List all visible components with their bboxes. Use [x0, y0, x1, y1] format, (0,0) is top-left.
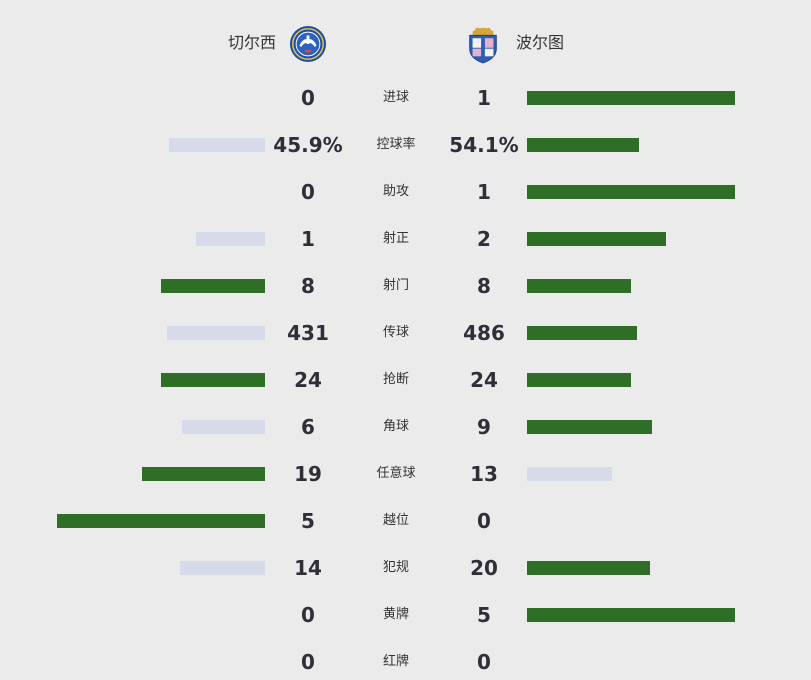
home-stat-bar [182, 420, 265, 434]
away-stat-value: 8 [477, 274, 491, 298]
home-stat-bar [169, 138, 265, 152]
home-stat-value: 0 [301, 603, 315, 627]
away-stat-bar [527, 420, 652, 434]
away-stat-bar [527, 561, 650, 575]
stat-label: 越位 [382, 513, 409, 528]
home-stat-bar [161, 373, 265, 387]
home-stat-value: 0 [301, 86, 315, 110]
home-stat-value: 0 [301, 650, 315, 674]
away-stat-value: 1 [477, 180, 491, 204]
away-stat-value: 20 [470, 556, 498, 580]
home-stat-bar [161, 279, 265, 293]
away-stat-bar [527, 608, 735, 622]
away-stat-value: 24 [470, 368, 498, 392]
stat-label: 进球 [382, 90, 409, 105]
away-stat-value: 0 [477, 509, 491, 533]
stat-row: 0 进球 1 [0, 83, 811, 113]
away-stat-value: 9 [477, 415, 491, 439]
home-stat-value: 431 [287, 321, 329, 345]
away-stat-value: 2 [477, 227, 491, 251]
home-stat-value: 8 [301, 274, 315, 298]
away-stat-value: 1 [477, 86, 491, 110]
away-stat-bar [527, 185, 735, 199]
home-stat-bar [142, 467, 265, 481]
home-stat-value: 5 [301, 509, 315, 533]
stat-label: 犯规 [382, 560, 409, 575]
home-stat-value: 45.9% [273, 133, 343, 157]
stat-label: 助攻 [382, 184, 409, 199]
stat-label: 黄牌 [382, 607, 409, 622]
chelsea-crest-icon[interactable] [289, 25, 327, 63]
stat-row: 19 任意球 13 [0, 459, 811, 489]
away-stat-bar [527, 138, 639, 152]
stat-row: 1 射正 2 [0, 224, 811, 254]
away-team-name[interactable]: 波尔图 [516, 33, 565, 52]
away-stat-value: 486 [463, 321, 505, 345]
away-stat-bar [527, 91, 735, 105]
stat-row: 6 角球 9 [0, 412, 811, 442]
stat-label: 角球 [382, 419, 409, 434]
away-stat-value: 0 [477, 650, 491, 674]
stat-row: 45.9% 控球率 54.1% [0, 130, 811, 160]
away-stat-value: 5 [477, 603, 491, 627]
stat-label: 射正 [382, 231, 409, 246]
away-stat-bar [527, 467, 612, 481]
stat-row: 0 黄牌 5 [0, 600, 811, 630]
stat-row: 0 红牌 0 [0, 647, 811, 677]
stat-row: 24 抢断 24 [0, 365, 811, 395]
away-stat-value: 54.1% [449, 133, 519, 157]
away-stat-bar [527, 326, 637, 340]
home-team-name[interactable]: 切尔西 [227, 33, 276, 52]
home-stat-value: 14 [294, 556, 322, 580]
away-stat-value: 13 [470, 462, 498, 486]
home-stat-value: 1 [301, 227, 315, 251]
home-stat-value: 19 [294, 462, 322, 486]
away-stat-bar [527, 232, 666, 246]
away-stat-bar [527, 279, 631, 293]
stat-row: 14 犯规 20 [0, 553, 811, 583]
stat-row: 8 射门 8 [0, 271, 811, 301]
home-stat-value: 0 [301, 180, 315, 204]
stat-label: 传球 [382, 325, 409, 340]
stat-label: 控球率 [376, 137, 416, 152]
porto-crest-icon[interactable] [464, 22, 502, 64]
stat-label: 红牌 [382, 654, 409, 669]
home-stat-value: 24 [294, 368, 322, 392]
home-stat-bar [167, 326, 265, 340]
home-stat-bar [57, 514, 265, 528]
home-stat-bar [180, 561, 265, 575]
away-stat-bar [527, 373, 631, 387]
home-stat-value: 6 [301, 415, 315, 439]
stat-label: 任意球 [376, 466, 416, 481]
stat-label: 抢断 [382, 372, 409, 387]
stat-row: 0 助攻 1 [0, 177, 811, 207]
stat-row: 431 传球 486 [0, 318, 811, 348]
home-stat-bar [196, 232, 265, 246]
stat-label: 射门 [382, 278, 409, 293]
stat-row: 5 越位 0 [0, 506, 811, 536]
